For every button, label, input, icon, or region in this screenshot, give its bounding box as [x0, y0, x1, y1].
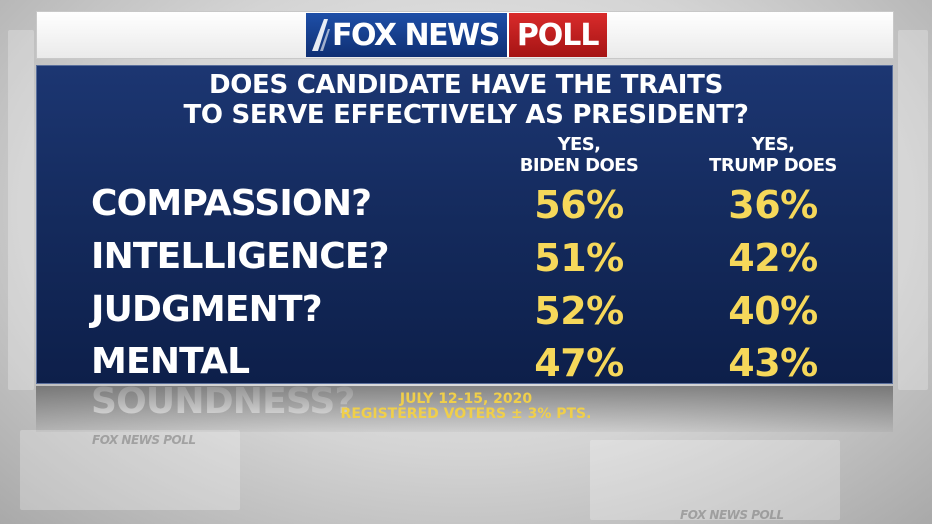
- background-screen-left: [8, 30, 34, 390]
- logo-streak-icon: [312, 19, 330, 51]
- value-biden-judgment: 52%: [534, 289, 624, 333]
- value-trump-compassion: 36%: [728, 183, 818, 227]
- background-watermark-left: FOX NEWS POLL: [92, 433, 196, 447]
- value-trump-mental-soundness: 43%: [728, 341, 818, 385]
- poll-footer: JULY 12-15, 2020 REGISTERED VOTERS ± 3% …: [0, 392, 932, 422]
- value-trump-judgment: 40%: [728, 289, 818, 333]
- row-label-intelligence: INTELLIGENCE?: [91, 236, 390, 277]
- value-biden-compassion: 56%: [534, 183, 624, 227]
- column-header-trump-line-1: YES,: [751, 134, 795, 155]
- background-screen-bottom-left: [20, 430, 240, 510]
- column-header-biden: YES, BIDEN DOES: [499, 134, 659, 176]
- poll-question: DOES CANDIDATE HAVE THE TRAITS TO SERVE …: [0, 70, 932, 130]
- poll-text: POLL: [516, 17, 600, 53]
- column-header-trump-line-2: TRUMP DOES: [709, 155, 837, 176]
- footer-band: [36, 386, 893, 432]
- column-header-biden-line-1: YES,: [557, 134, 601, 155]
- poll-panel: [36, 65, 893, 384]
- row-label-judgment: JUDGMENT?: [91, 289, 323, 330]
- column-header-trump: YES, TRUMP DOES: [693, 134, 853, 176]
- question-line-1: DOES CANDIDATE HAVE THE TRAITS: [208, 70, 724, 100]
- fox-news-poll-logo: FOX NEWS POLL: [306, 13, 607, 57]
- row-label-compassion: COMPASSION?: [91, 183, 372, 224]
- background-screen-right: [898, 30, 928, 390]
- value-biden-mental-soundness: 47%: [534, 341, 624, 385]
- value-trump-intelligence: 42%: [728, 236, 818, 280]
- poll-badge: POLL: [506, 13, 607, 57]
- column-header-biden-line-2: BIDEN DOES: [519, 155, 639, 176]
- value-biden-intelligence: 51%: [534, 236, 624, 280]
- background-screen-bottom-right: [590, 440, 840, 520]
- poll-dates: JULY 12-15, 2020: [399, 391, 533, 407]
- fox-news-text: FOX NEWS: [332, 17, 500, 53]
- poll-sample: REGISTERED VOTERS ± 3% PTS.: [340, 406, 592, 422]
- background-watermark-right: FOX NEWS POLL: [680, 508, 784, 522]
- fox-news-wordmark: FOX NEWS: [306, 13, 507, 57]
- question-line-2: TO SERVE EFFECTIVELY AS PRESIDENT?: [183, 100, 749, 130]
